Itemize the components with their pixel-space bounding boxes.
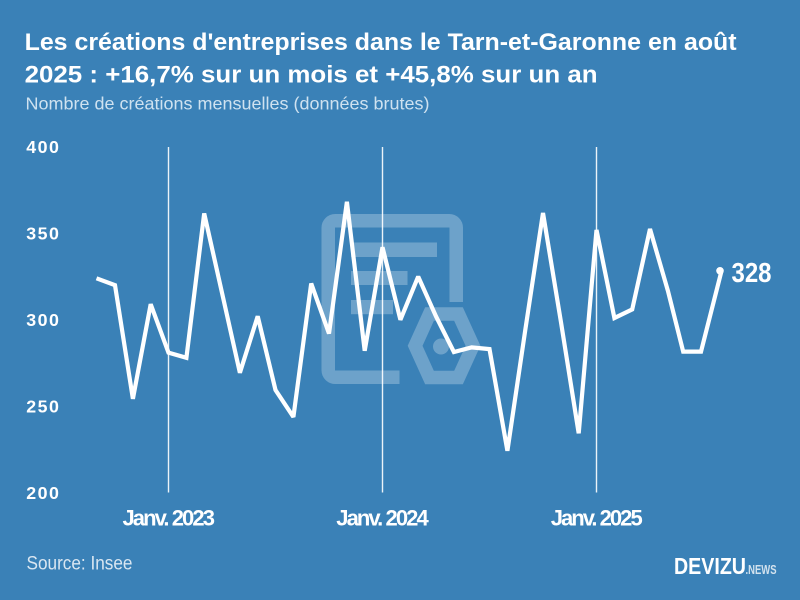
svg-text:200: 200 — [26, 483, 59, 503]
svg-text:400: 400 — [26, 137, 59, 157]
svg-text:Nombre de créations mensuelles: Nombre de créations mensuelles (données … — [26, 94, 430, 114]
svg-text:DEVIZU: DEVIZU — [674, 553, 746, 579]
svg-text:Les créations d'entreprises da: Les créations d'entreprises dans le Tarn… — [25, 29, 737, 56]
svg-text:Janv. 2025: Janv. 2025 — [551, 506, 643, 531]
svg-text:250: 250 — [26, 396, 59, 416]
svg-text:350: 350 — [26, 224, 59, 244]
svg-text:Janv. 2024: Janv. 2024 — [336, 506, 429, 531]
svg-text:2025 : +16,7% sur un mois et +: 2025 : +16,7% sur un mois et +45,8% sur … — [25, 62, 598, 89]
svg-text:328: 328 — [732, 257, 772, 288]
svg-text:Source: Insee: Source: Insee — [27, 554, 133, 575]
svg-text:.NEWS: .NEWS — [746, 563, 777, 577]
svg-text:300: 300 — [26, 310, 59, 330]
svg-text:Janv. 2023: Janv. 2023 — [122, 506, 215, 531]
